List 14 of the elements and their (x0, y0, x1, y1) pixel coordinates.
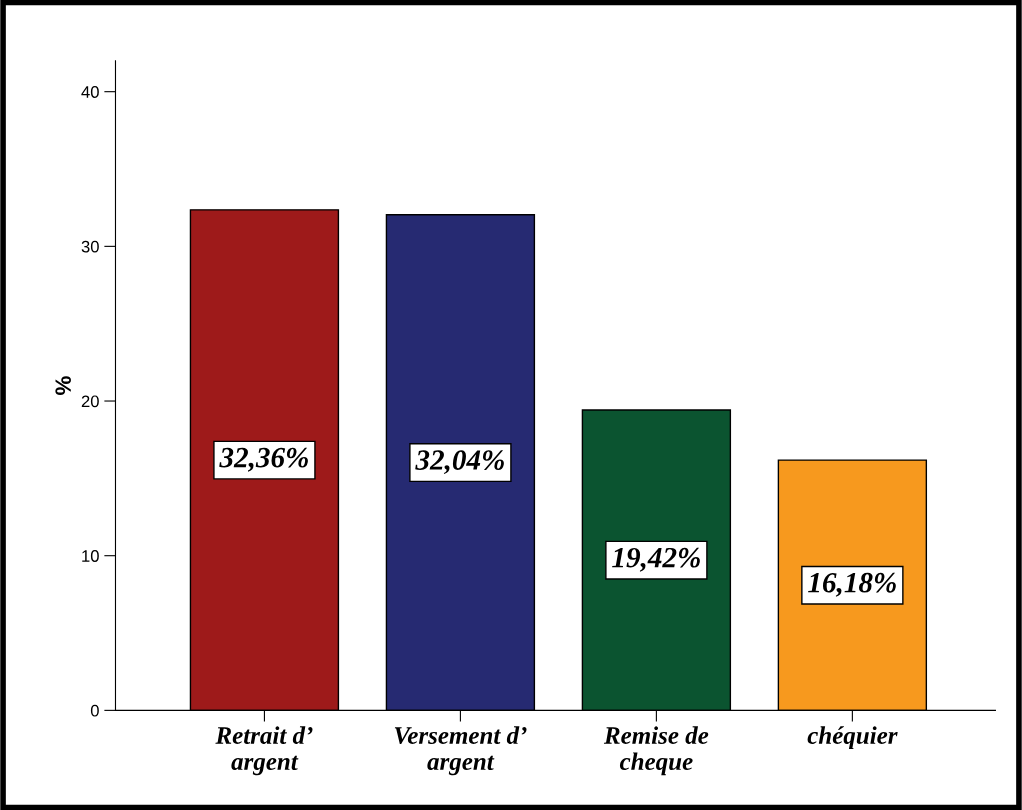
x-tick-label: Remise de cheque (603, 726, 709, 776)
x-tick-label: chéquier (807, 726, 898, 750)
y-tick-label: 40 (81, 86, 99, 98)
y-tick-label: 30 (81, 240, 99, 253)
y-axis-title: % (55, 376, 71, 395)
x-tick-label: Versement d’ argent (394, 726, 527, 776)
x-tick-label: Retrait d’ argent (215, 726, 313, 776)
data-label: 32,36% (219, 447, 308, 472)
y-tick-label: 0 (90, 704, 99, 717)
y-tick-label: 10 (82, 550, 99, 562)
data-label: 16,18% (808, 572, 896, 597)
y-tick-label: 20 (81, 395, 99, 408)
data-label: 19,42% (612, 547, 700, 572)
data-label: 32,04% (415, 450, 504, 475)
